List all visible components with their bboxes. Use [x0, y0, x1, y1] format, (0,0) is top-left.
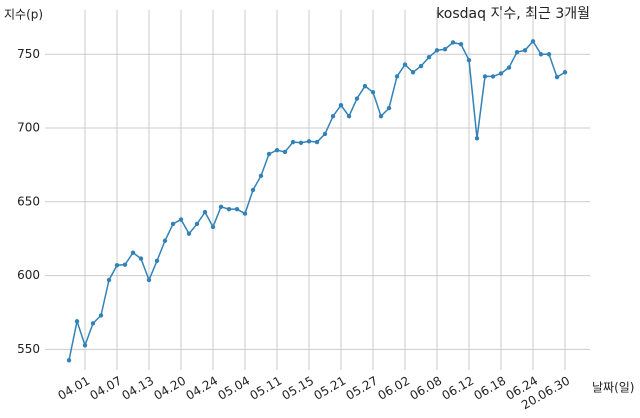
- x-tick-label: 06.18: [471, 374, 508, 403]
- point: [314, 139, 320, 145]
- point: [138, 256, 144, 261]
- point: [202, 209, 208, 215]
- point: [514, 49, 520, 55]
- point: [442, 47, 448, 52]
- y-tick-label: 700: [17, 121, 40, 135]
- point: [170, 221, 176, 227]
- point: [266, 151, 272, 157]
- y-tick-label: 650: [17, 194, 40, 208]
- point: [306, 139, 312, 144]
- point: [346, 114, 352, 119]
- point: [546, 52, 552, 57]
- point: [98, 313, 104, 318]
- point: [370, 89, 376, 95]
- x-tick-label: 04.20: [151, 374, 188, 403]
- point: [122, 262, 128, 267]
- x-tick-label: 05.11: [247, 374, 284, 403]
- point: [482, 74, 488, 79]
- point: [354, 96, 360, 101]
- x-tick-label: 06.08: [407, 374, 444, 403]
- point: [434, 48, 440, 53]
- point: [106, 277, 112, 283]
- x-tick-label: 06.12: [439, 374, 476, 403]
- point: [82, 343, 88, 348]
- point: [290, 139, 296, 145]
- point: [474, 136, 480, 141]
- point: [322, 131, 328, 137]
- point: [410, 70, 416, 75]
- point: [274, 147, 280, 153]
- point: [394, 74, 400, 79]
- y-tick-label: 750: [17, 47, 40, 61]
- x-tick-label: 05.21: [311, 374, 348, 403]
- point: [66, 358, 72, 363]
- y-axis-label: 지수(p): [4, 8, 43, 22]
- point: [554, 74, 560, 80]
- y-tick-label: 550: [17, 342, 40, 356]
- point: [418, 63, 424, 69]
- point: [154, 258, 160, 264]
- point: [258, 173, 264, 179]
- x-tick-label: 05.04: [215, 374, 252, 403]
- point: [466, 57, 472, 63]
- point: [242, 211, 248, 216]
- point: [146, 277, 152, 283]
- x-tick-label: 04.07: [87, 374, 124, 403]
- point: [338, 102, 344, 108]
- y-tick-label: 600: [17, 268, 40, 282]
- point: [218, 204, 224, 210]
- point: [130, 250, 136, 255]
- line: [68, 40, 566, 361]
- point: [498, 71, 504, 76]
- x-tick-label: 04.24: [183, 374, 220, 403]
- point: [210, 224, 216, 230]
- point: [186, 231, 192, 236]
- point: [74, 319, 80, 324]
- point: [402, 62, 408, 67]
- point: [330, 114, 336, 119]
- point: [298, 140, 304, 145]
- point: [226, 206, 232, 212]
- point: [562, 70, 568, 75]
- point: [458, 42, 464, 47]
- point: [234, 206, 240, 212]
- x-axis-label: 날짜(일): [592, 381, 634, 395]
- point: [250, 187, 256, 193]
- x-tick-label: 04.13: [119, 374, 156, 403]
- point: [490, 74, 496, 79]
- point: [178, 217, 184, 222]
- point: [362, 83, 368, 89]
- point: [378, 114, 384, 119]
- x-tick-label: 05.15: [279, 374, 316, 403]
- point: [522, 48, 528, 53]
- x-tick-label: 04.01: [55, 374, 92, 403]
- point: [282, 149, 288, 155]
- point: [530, 39, 536, 44]
- x-tick-label: 06.02: [375, 374, 412, 403]
- point: [506, 65, 512, 70]
- point: [538, 52, 544, 57]
- point: [426, 55, 432, 60]
- point: [114, 263, 120, 268]
- x-tick-label: 05.27: [343, 374, 380, 403]
- point: [194, 221, 200, 227]
- point: [386, 105, 392, 111]
- point: [450, 40, 456, 45]
- chart-title: kosdaq 지수, 최근 3개월: [436, 6, 590, 22]
- point: [90, 321, 96, 326]
- point: [162, 238, 168, 243]
